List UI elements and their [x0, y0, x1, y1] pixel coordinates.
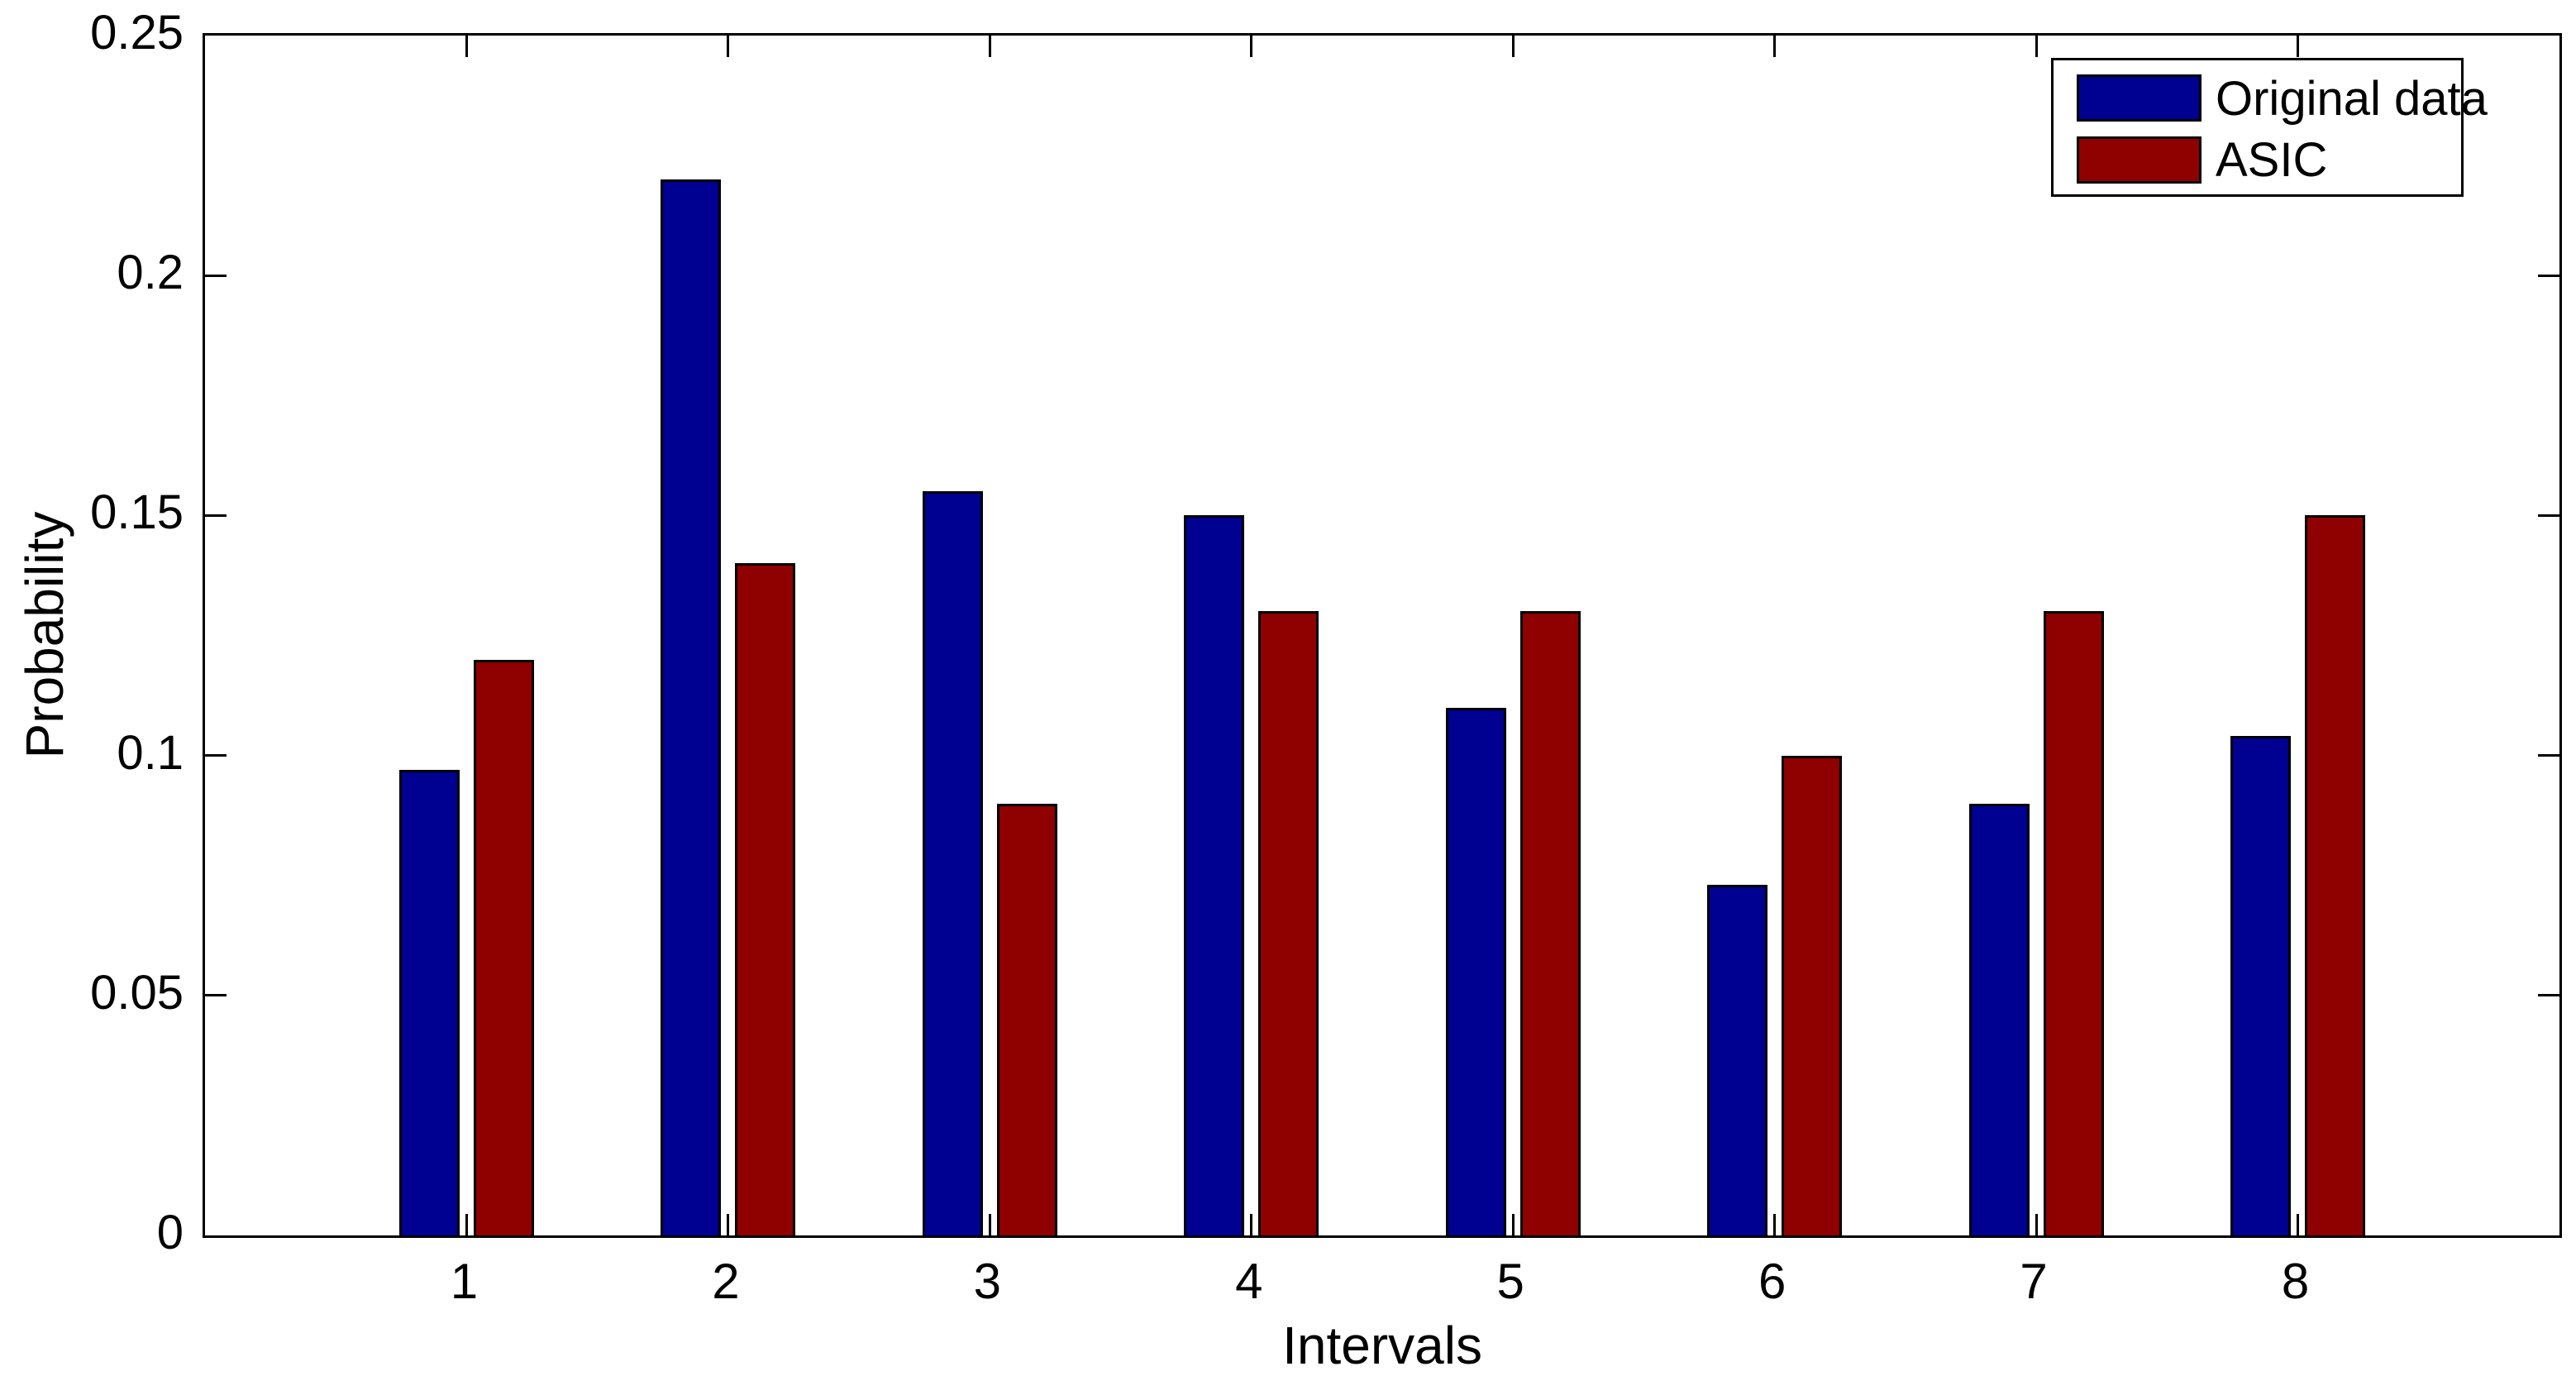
x-tick-label: 8: [2281, 1254, 2310, 1309]
x-tick-label: 1: [450, 1254, 479, 1309]
x-tick-top: [988, 36, 991, 57]
bar-original-data-1: [398, 770, 460, 1235]
legend: Original data ASIC: [2051, 58, 2488, 197]
y-tick-label: 0: [156, 1206, 184, 1259]
x-tick-bottom: [465, 1214, 468, 1235]
x-tick-label: 7: [2020, 1254, 2048, 1309]
legend-swatch-original-data: [2077, 74, 2202, 122]
bar-asic-1: [473, 659, 534, 1235]
y-tick-label: 0.25: [90, 6, 184, 60]
x-tick-top: [1511, 36, 1515, 57]
bar-asic-3: [996, 803, 1057, 1235]
legend-swatch-asic: [2077, 136, 2202, 184]
x-tick-top: [727, 36, 730, 57]
bar-original-data-6: [1707, 885, 1768, 1235]
y-tick-right: [2538, 274, 2559, 277]
bar-asic-6: [1782, 755, 1843, 1235]
y-tick-label: 0.2: [117, 246, 184, 300]
y-tick-left: [205, 274, 227, 277]
x-tick-bottom: [1250, 1214, 1253, 1235]
y-tick-left: [205, 994, 227, 997]
x-tick-top: [2035, 36, 2038, 57]
bar-original-data-2: [661, 179, 722, 1235]
x-tick-bottom: [2035, 1214, 2038, 1235]
y-tick-left: [205, 754, 227, 757]
y-tick-label: 0.15: [90, 485, 184, 540]
legend-label-original-data: Original data: [2216, 72, 2488, 126]
plot-area: [203, 33, 2562, 1238]
x-tick-bottom: [2297, 1214, 2300, 1235]
x-tick-bottom: [988, 1214, 991, 1235]
x-tick-label: 5: [1496, 1254, 1524, 1309]
bar-asic-2: [735, 563, 796, 1235]
y-tick-right: [2538, 994, 2559, 997]
y-tick-right: [2538, 754, 2559, 757]
bar-original-data-3: [922, 491, 983, 1235]
legend-label-asic: ASIC: [2216, 133, 2328, 187]
x-tick-bottom: [727, 1214, 730, 1235]
y-tick-left: [205, 514, 227, 517]
bar-asic-5: [1519, 611, 1581, 1235]
bar-asic-7: [2043, 611, 2104, 1235]
x-axis-label: Intervals: [1282, 1316, 1482, 1375]
bar-original-data-5: [1445, 707, 1506, 1235]
y-tick-right: [2538, 514, 2559, 517]
x-tick-top: [1250, 36, 1253, 57]
x-tick-label: 2: [712, 1254, 740, 1309]
x-tick-bottom: [1511, 1214, 1515, 1235]
x-tick-label: 4: [1235, 1254, 1263, 1309]
x-tick-top: [465, 36, 468, 57]
x-tick-label: 3: [973, 1254, 1002, 1309]
bar-asic-8: [2305, 515, 2366, 1235]
x-tick-label: 6: [1758, 1254, 1787, 1309]
bar-asic-4: [1258, 611, 1319, 1235]
x-tick-top: [2297, 36, 2300, 57]
y-tick-label: 0.1: [117, 725, 184, 780]
x-tick-bottom: [1773, 1214, 1777, 1235]
x-tick-top: [1773, 36, 1777, 57]
bar-original-data-4: [1184, 515, 1245, 1235]
y-tick-label: 0.05: [90, 965, 184, 1020]
bar-original-data-8: [2230, 736, 2292, 1235]
y-axis-label: Probability: [15, 511, 74, 759]
bar-original-data-7: [1968, 803, 2030, 1235]
